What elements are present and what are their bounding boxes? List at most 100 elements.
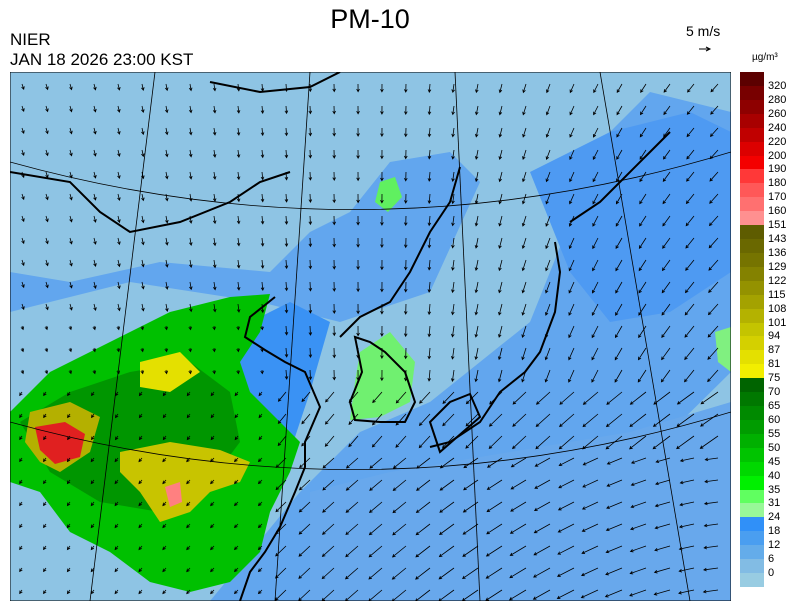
wind-arrow [416, 479, 431, 491]
wind-arrow [67, 435, 71, 441]
wind-arrow [591, 281, 599, 294]
wind-arrow [662, 193, 671, 205]
wind-arrow [489, 391, 503, 405]
wind-arrow [629, 589, 647, 597]
wind-arrow [418, 413, 431, 426]
wind-arrow [465, 435, 479, 449]
wind-arrow [90, 457, 95, 463]
wind-arrow [380, 83, 384, 93]
wind-arrow [545, 259, 551, 272]
wind-arrow [298, 567, 311, 579]
wind-arrow [568, 281, 575, 294]
wind-arrow [308, 237, 313, 248]
wind-arrow [580, 567, 599, 577]
wind-arrow [629, 545, 647, 553]
wind-arrow [474, 369, 479, 383]
wind-arrow [284, 149, 289, 159]
wind-arrow [371, 435, 383, 448]
wind-arrow [442, 435, 455, 449]
wind-arrow [258, 391, 263, 397]
wind-arrow [212, 171, 217, 180]
wind-arrow [708, 259, 719, 271]
wind-arrow [486, 501, 503, 513]
wind-arrow [356, 193, 360, 204]
wind-arrow [638, 281, 647, 294]
legend-label: 60 [768, 413, 781, 426]
wind-arrow [498, 237, 503, 249]
wind-arrow [498, 105, 503, 116]
wind-arrow [210, 545, 215, 551]
wind-arrow [707, 303, 719, 316]
wind-arrow [663, 127, 671, 138]
wind-arrow [710, 105, 719, 115]
wind-arrow [284, 127, 289, 137]
wind-arrow [403, 303, 408, 315]
wind-arrow [236, 369, 240, 375]
wind-arrow [593, 105, 599, 116]
wind-arrow [322, 479, 335, 491]
wind-arrow [141, 303, 145, 312]
legend-swatch [740, 503, 764, 518]
wind-arrow [20, 369, 25, 375]
wind-arrow [569, 127, 575, 138]
wind-arrow [69, 303, 73, 311]
wind-arrow [678, 567, 695, 573]
wind-arrow [686, 171, 695, 182]
wind-arrow [485, 589, 503, 601]
wind-arrow [707, 369, 719, 383]
wind-arrow [332, 149, 336, 159]
wind-arrow [189, 303, 193, 313]
legend-swatch [740, 475, 764, 491]
wind-arrow [592, 149, 599, 160]
wind-arrow [372, 391, 383, 404]
wind-arrow [212, 347, 216, 353]
pm10-map[interactable] [10, 72, 731, 601]
wind-arrow [212, 215, 217, 225]
wind-arrow [257, 545, 263, 551]
legend-swatch [740, 545, 764, 560]
wind-arrow [604, 589, 623, 598]
wind-arrow [582, 457, 599, 466]
wind-arrow [569, 149, 575, 161]
wind-arrow [21, 215, 25, 223]
wind-arrow [606, 457, 623, 465]
wind-arrow [439, 479, 455, 491]
wind-arrow [629, 567, 647, 575]
wind-arrow [592, 215, 599, 227]
legend-swatch [740, 531, 764, 546]
wind-arrow [615, 259, 623, 272]
wind-arrow [67, 391, 71, 397]
wind-arrow [558, 457, 575, 467]
wind-arrow [45, 127, 49, 135]
wind-arrow [66, 523, 71, 529]
wind-arrow [117, 105, 121, 113]
wind-arrow [234, 391, 239, 397]
wind-arrow [568, 369, 575, 383]
wind-arrow [686, 149, 695, 160]
legend-label: 260 [768, 107, 787, 120]
wind-arrow [474, 347, 479, 361]
wind-arrow [606, 501, 623, 509]
wind-arrow [679, 457, 695, 463]
wind-arrow [356, 281, 360, 293]
wind-arrow [463, 457, 479, 469]
wind-arrow [581, 545, 599, 554]
wind-arrow [93, 193, 97, 201]
wind-arrow [45, 303, 49, 311]
legend-swatch [740, 406, 764, 421]
wind-arrow [91, 391, 95, 397]
wind-arrow [43, 391, 47, 397]
wind-arrow [260, 259, 265, 269]
wind-arrow [332, 281, 337, 292]
wind-arrow [451, 325, 455, 338]
wind-arrow [660, 369, 671, 383]
wind-arrow [114, 567, 119, 573]
wind-arrow [162, 545, 167, 551]
legend-label: 180 [768, 177, 787, 190]
wind-arrow [236, 325, 240, 331]
wind-arrow [21, 83, 25, 91]
wind-arrow [356, 303, 360, 315]
wind-arrow [21, 149, 25, 157]
wind-arrow [544, 303, 551, 316]
wind-arrow [392, 457, 407, 469]
